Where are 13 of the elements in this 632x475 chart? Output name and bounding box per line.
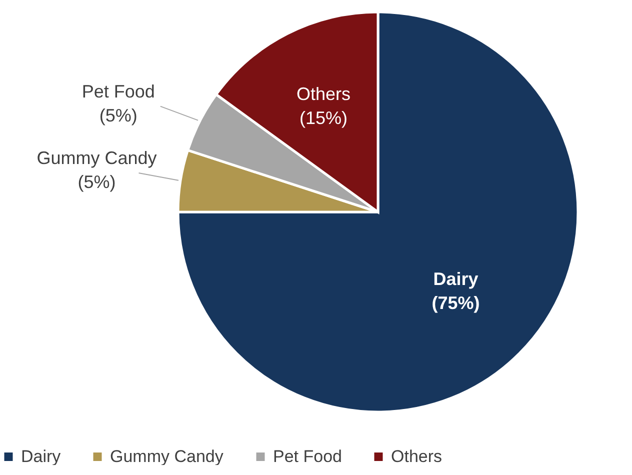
data-label: (15%) (300, 108, 348, 128)
slice-label: Dairy (433, 268, 478, 289)
pie-slice (176, 10, 580, 414)
data-label: (5%) (99, 105, 138, 126)
legend-label: Pet Food (273, 446, 342, 466)
legend-label: Gummy Candy (110, 446, 224, 466)
slice-label: Pet Food (82, 81, 155, 102)
data-label: (75%) (432, 292, 480, 313)
legend-label: Others (391, 446, 442, 466)
legend-label: Dairy (21, 446, 62, 466)
slice-label: Others (296, 84, 351, 104)
data-label: (5%) (78, 172, 116, 192)
slice-label: Gummy Candy (36, 148, 157, 168)
